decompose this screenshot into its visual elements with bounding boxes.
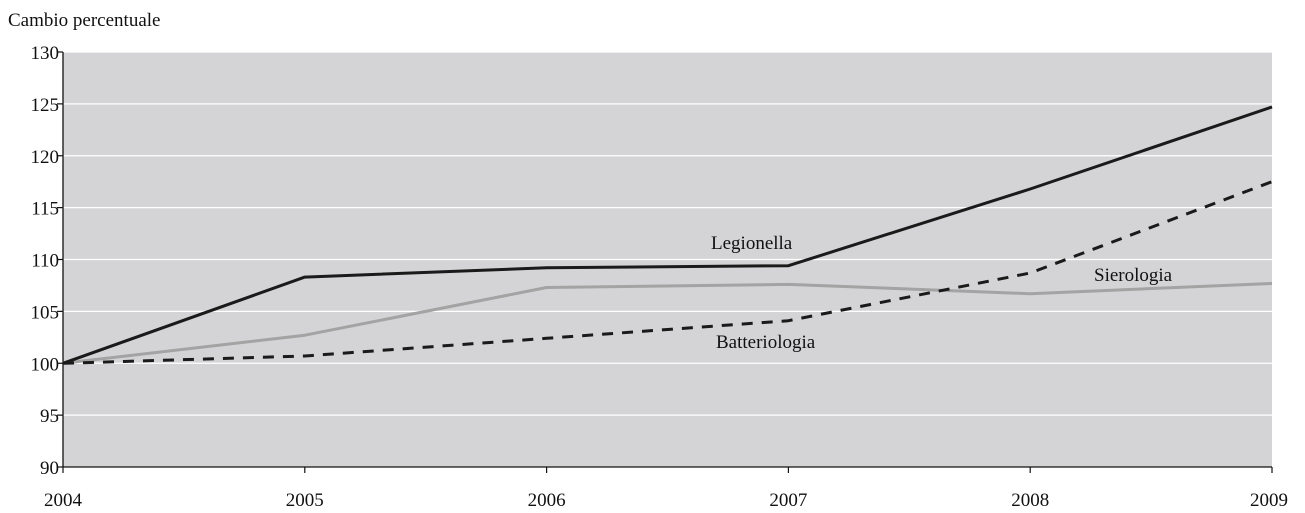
axes: 90 95 100 105 110 115 120 125 130 2004 2005 2006 200…: [31, 43, 1289, 511]
series-lines: [62, 105, 1273, 365]
series-line-sierologia: [62, 281, 1273, 365]
y-tick-label-90: 90: [40, 458, 59, 479]
y-tick-label-110: 110: [31, 251, 59, 272]
y-tick-label-95: 95: [40, 406, 59, 427]
y-tick-label-115: 115: [31, 199, 59, 220]
series-line-batteriologia: [62, 180, 1273, 365]
y-tick-label-125: 125: [31, 95, 60, 116]
y-axis-title: Cambio percentuale: [8, 10, 160, 31]
x-tick-label-2007: 2007: [769, 490, 807, 511]
x-tick-label-2006: 2006: [528, 490, 566, 511]
gridlines: [63, 51, 1272, 416]
series-label-legionella: Legionella: [711, 233, 793, 254]
x-tick-label-2005: 2005: [286, 490, 324, 511]
y-tick-label-105: 105: [31, 302, 60, 323]
y-tick-label-120: 120: [31, 147, 60, 168]
series-label-batteriologia: Batteriologia: [716, 332, 816, 353]
y-tick-label-130: 130: [31, 43, 60, 64]
x-tick-label-2009: 2009: [1250, 490, 1288, 511]
series-line-legionella: [62, 105, 1273, 365]
y-tick-label-100: 100: [31, 354, 60, 375]
series-labels: Legionella Batteriologia Sierologia: [711, 233, 1173, 353]
x-tick-label-2004: 2004: [44, 490, 83, 511]
series-label-sierologia: Sierologia: [1094, 265, 1173, 286]
x-tick-label-2008: 2008: [1011, 490, 1049, 511]
